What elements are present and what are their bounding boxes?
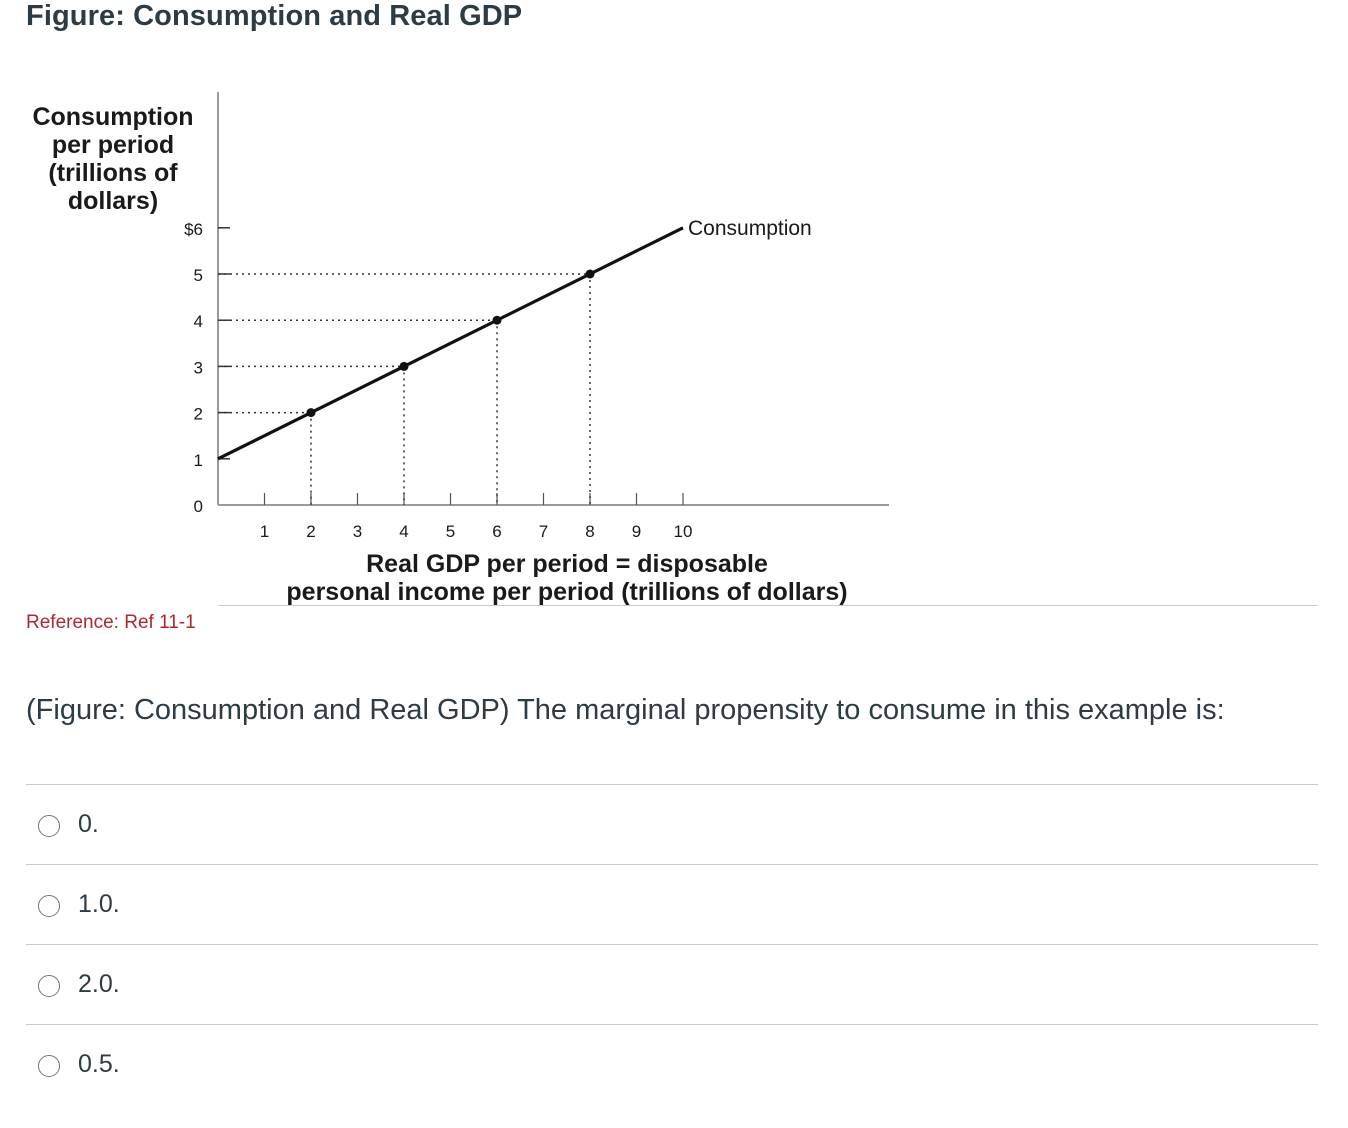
x-axis-title-line: Real GDP per period = disposable xyxy=(366,550,768,578)
y-axis-title-line: per period xyxy=(52,131,174,159)
x-tick-label: 2 xyxy=(306,522,315,541)
y-tick-label: $6 xyxy=(184,220,203,239)
y-tick-label: 3 xyxy=(194,358,203,377)
answer-label: 2.0. xyxy=(78,970,120,998)
y-axis-title-line: dollars) xyxy=(68,187,158,215)
x-axis-title-line: personal income per period (trillions of… xyxy=(286,578,847,606)
x-tick-label: 10 xyxy=(674,522,693,541)
x-tick-label: 9 xyxy=(632,522,641,541)
y-tick-label: 2 xyxy=(194,405,203,424)
answer-label: 0.5. xyxy=(78,1050,120,1078)
figure-title: Figure: Consumption and Real GDP xyxy=(26,0,523,32)
x-tick-label: 1 xyxy=(260,522,269,541)
radio-button[interactable] xyxy=(38,975,60,997)
answer-option[interactable]: 0.5. xyxy=(26,1024,1318,1104)
radio-button[interactable] xyxy=(38,815,60,837)
answer-option[interactable]: 1.0. xyxy=(26,864,1318,944)
consumption-chart-svg: 0 1 2 3 4 5 $6 1 2 3 4 5 6 7 8 9 10 Consumption Consumptio… xyxy=(32,92,889,606)
x-tick-label: 4 xyxy=(399,522,408,541)
answer-label: 1.0. xyxy=(78,890,120,918)
data-point xyxy=(585,269,595,279)
data-point xyxy=(399,361,409,371)
y-tick-label: 4 xyxy=(194,312,203,331)
question-text: (Figure: Consumption and Real GDP) The m… xyxy=(26,694,1225,726)
radio-button[interactable] xyxy=(38,895,60,917)
consumption-series-label: Consumption xyxy=(688,217,812,240)
x-tick-label: 5 xyxy=(446,522,455,541)
y-axis-title-line: (trillions of xyxy=(48,159,178,187)
data-point xyxy=(492,315,502,325)
answer-option[interactable]: 2.0. xyxy=(26,944,1318,1024)
y-tick-label: 0 xyxy=(194,497,203,516)
consumption-chart: 0 1 2 3 4 5 $6 1 2 3 4 5 6 7 8 9 10 Consumption Consumptio… xyxy=(32,92,889,606)
answer-list: 0. 1.0. 2.0. 0.5. xyxy=(26,784,1318,1104)
y-tick-label: 5 xyxy=(194,266,203,285)
x-tick-label: 6 xyxy=(492,522,501,541)
x-tick-label: 8 xyxy=(585,522,594,541)
x-tick-label: 7 xyxy=(539,522,548,541)
y-axis-title-line: Consumption xyxy=(32,103,193,131)
radio-button[interactable] xyxy=(38,1055,60,1077)
figure-divider xyxy=(218,605,1318,606)
answer-option[interactable]: 0. xyxy=(26,784,1318,864)
consumption-line xyxy=(217,226,684,461)
y-tick-label: 1 xyxy=(194,451,203,470)
answer-label: 0. xyxy=(78,810,99,838)
data-point xyxy=(306,408,316,418)
x-tick-label: 3 xyxy=(353,522,362,541)
reference-label: Reference: Ref 11-1 xyxy=(26,612,196,633)
